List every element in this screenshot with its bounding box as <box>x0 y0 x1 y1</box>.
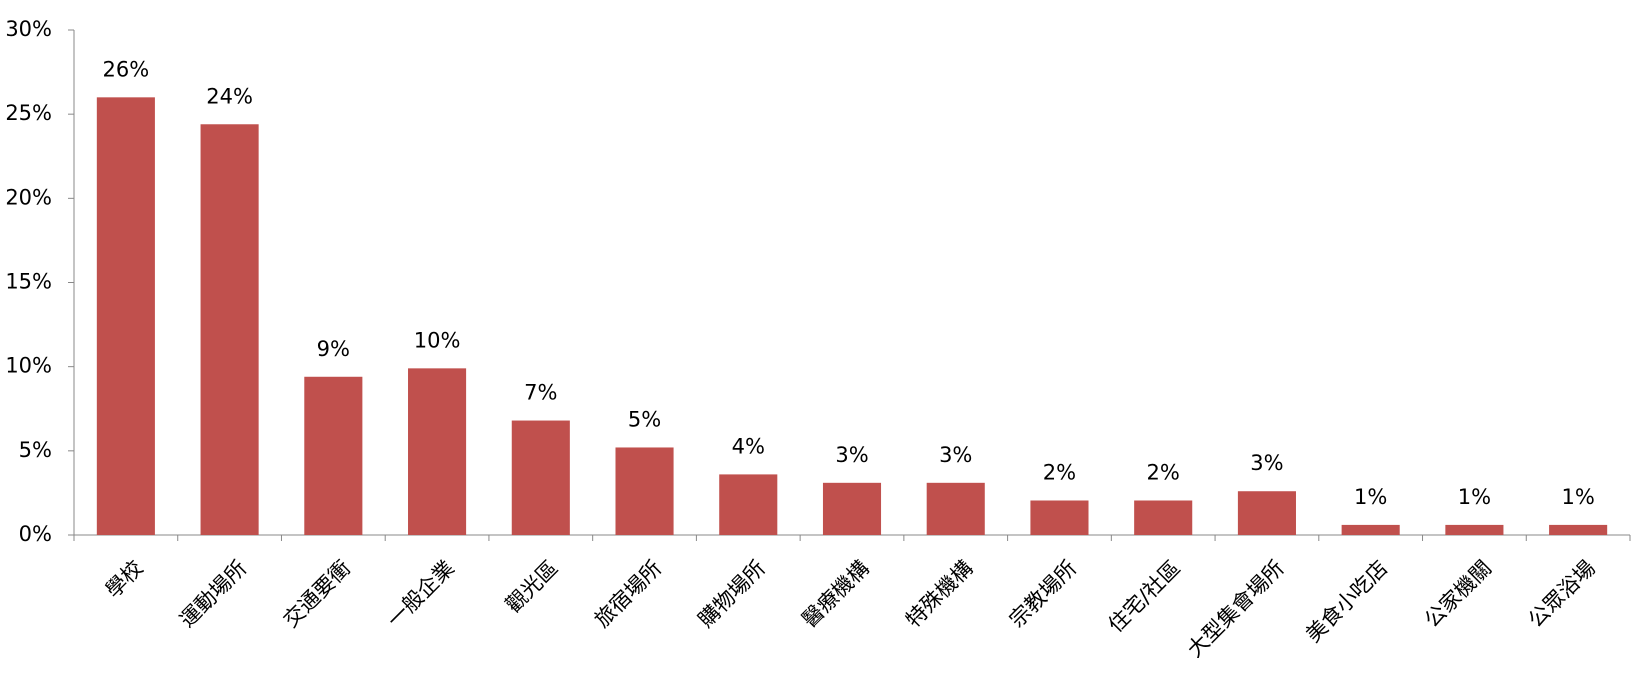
bar <box>615 447 674 535</box>
x-tick-label: 大型集會場所 <box>1183 556 1289 662</box>
x-tick-label: 交通要衝 <box>279 556 355 632</box>
bar <box>304 376 363 535</box>
bar <box>1134 500 1193 535</box>
data-label: 9% <box>317 337 350 361</box>
data-label: 3% <box>939 443 972 467</box>
x-tick-label: 美食小吃店 <box>1301 556 1392 647</box>
x-tick-label: 住宅/社區 <box>1104 556 1185 637</box>
x-tick-label: 運動場所 <box>175 556 251 632</box>
y-tick-label: 30% <box>5 17 52 41</box>
bar <box>408 368 467 535</box>
data-label: 4% <box>732 434 765 458</box>
data-label: 1% <box>1354 485 1387 509</box>
data-label: 24% <box>206 84 253 108</box>
data-label: 3% <box>835 443 868 467</box>
bar <box>1549 524 1608 535</box>
bar <box>511 420 570 535</box>
bar <box>1237 491 1296 535</box>
y-tick-label: 15% <box>5 270 52 294</box>
bar <box>719 474 778 535</box>
data-label: 10% <box>414 328 461 352</box>
data-label: 5% <box>628 407 661 431</box>
x-tick-label: 旅宿場所 <box>590 556 666 632</box>
data-label: 3% <box>1250 451 1283 475</box>
bar <box>1341 524 1400 535</box>
x-tick-label: 觀光區 <box>501 556 563 618</box>
data-label: 1% <box>1458 485 1491 509</box>
y-tick-label: 10% <box>5 354 52 378</box>
data-label: 26% <box>103 57 150 81</box>
x-tick-label: 醫療機構 <box>797 556 873 632</box>
y-tick-label: 25% <box>5 101 52 125</box>
data-label: 2% <box>1147 460 1180 484</box>
x-tick-label: 宗教場所 <box>1005 556 1081 632</box>
bar <box>200 124 259 536</box>
bar <box>1445 524 1504 535</box>
x-tick-label: 公眾浴場 <box>1524 556 1600 632</box>
bar <box>1030 500 1089 535</box>
data-label: 1% <box>1561 485 1594 509</box>
x-tick-label: 一般企業 <box>382 556 458 632</box>
y-tick-label: 20% <box>5 185 52 209</box>
x-tick-label: 特殊機構 <box>901 556 977 632</box>
y-tick-label: 5% <box>19 438 52 462</box>
x-tick-label: 學校 <box>101 556 148 603</box>
data-label: 2% <box>1043 460 1076 484</box>
bar <box>822 482 882 535</box>
x-tick-label: 購物場所 <box>694 556 770 632</box>
x-tick-label: 公家機關 <box>1420 556 1496 632</box>
bar <box>926 482 985 535</box>
bar <box>96 97 155 535</box>
y-tick-label: 0% <box>19 522 52 546</box>
data-label: 7% <box>524 381 557 405</box>
